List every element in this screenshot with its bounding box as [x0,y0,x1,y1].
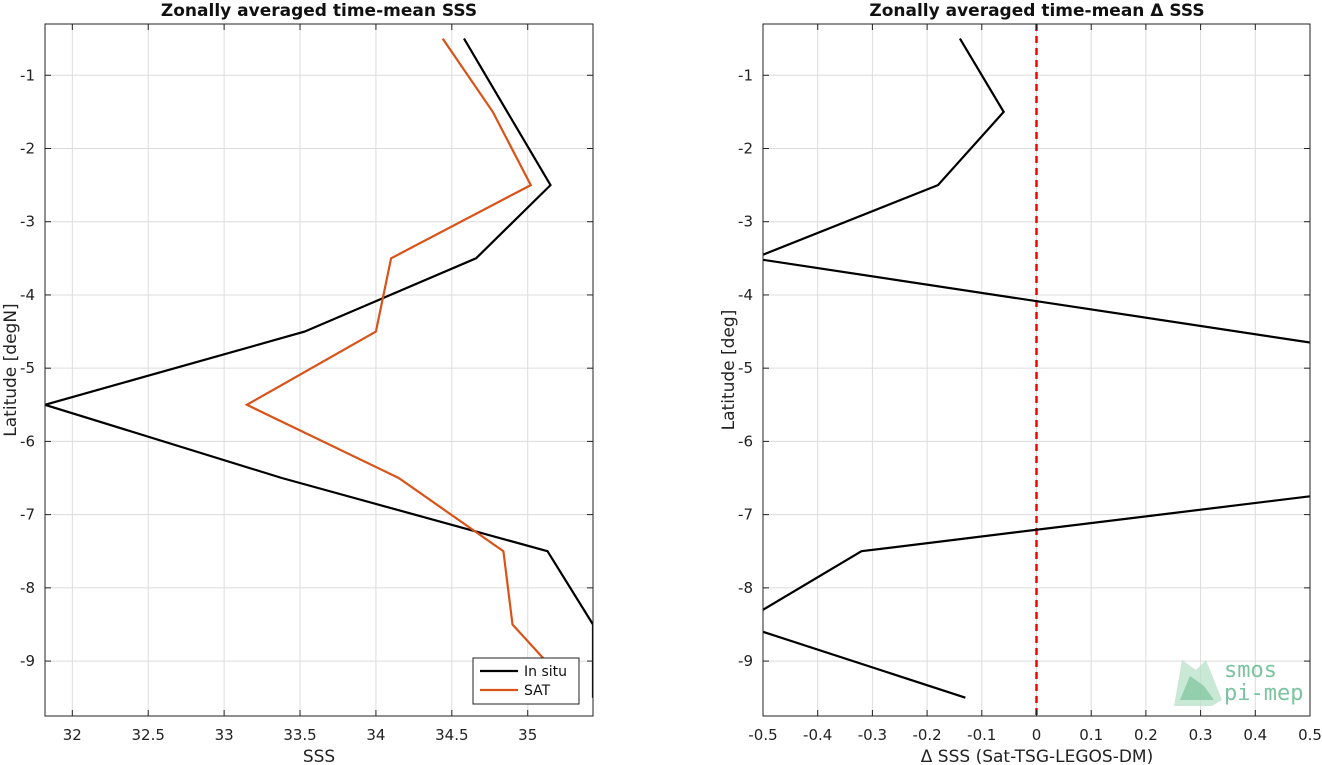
logo-mark-inner [1180,676,1214,700]
delta-sss-x-tick-label-0: 0 [1032,726,1042,744]
sss-x-axis-label: SSS [303,747,335,765]
delta-sss-x-tick-label-0-3: 0.3 [1189,726,1213,744]
delta-sss-chart-title: Zonally averaged time-mean Δ SSS [869,1,1204,21]
sss-x-tick-label-34: 34 [366,726,385,744]
delta-sss-panel: -0.5 -0.4 -0.3 -0.2 -0.1 0 0.1 0.2 0.3 0.4 0.5 -1 -2… [719,1,1322,765]
delta-sss-series-segment-4 [763,630,966,699]
delta-sss-y-tick-label-6: -6 [738,432,753,450]
sss-chart-title: Zonally averaged time-mean SSS [161,1,477,21]
delta-sss-series-segment-3 [763,495,1310,611]
delta-sss-x-tick-label-0-1: 0.1 [1079,726,1103,744]
sss-x-tick-label-33-5: 33.5 [283,726,316,744]
delta-sss-x-axis-label: Δ SSS (Sat-TSG-LEGOS-DM) [921,747,1153,765]
delta-sss-y-tick-label-8: -8 [738,579,753,597]
delta-sss-y-tick-label-4: -4 [738,286,753,304]
sss-ticks: 32 32.5 33 33.5 34 34.5 35 -1 -2 -3 -4 -5 -6 -7 -8 -9 [20,24,593,744]
legend-entry-in-situ: In situ [524,664,567,680]
delta-sss-x-tick-label-0-1: -0.1 [967,726,996,744]
sss-series [45,37,593,698]
sss-y-tick-label-6: -6 [20,432,35,450]
sss-x-tick-label-32: 32 [63,726,82,744]
delta-sss-x-tick-label-0-5: 0.5 [1298,726,1322,744]
sss-y-axis-label: Latitude [degN] [1,303,21,436]
delta-sss-series-segment-2 [763,258,1310,344]
delta-sss-y-tick-label-7: -7 [738,506,753,524]
delta-sss-series-segment-1 [763,38,1006,256]
sss-x-tick-label-33: 33 [215,726,234,744]
sss-y-tick-label-4: -4 [20,286,35,304]
sss-x-tick-label-34-5: 34.5 [435,726,468,744]
logo-text-bottom: pi-mep [1224,681,1303,706]
delta-sss-y-tick-label-2: -2 [738,139,753,157]
delta-sss-x-tick-label-0-2: -0.2 [912,726,941,744]
sss-x-tick-label-35: 35 [518,726,537,744]
smos-pi-mep-logo: smos pi-mep [1174,658,1303,706]
sss-grid [45,24,593,716]
legend-entry-sat: SAT [524,683,551,699]
delta-sss-y-tick-label-1: -1 [738,66,753,84]
sss-series-sat [244,37,547,662]
sss-y-tick-label-3: -3 [20,213,35,231]
legend-box [472,657,580,705]
sss-y-tick-label-9: -9 [20,652,35,670]
delta-sss-x-tick-label-0-2: 0.2 [1134,726,1158,744]
delta-sss-y-tick-label-9: -9 [738,652,753,670]
delta-sss-ticks: -0.5 -0.4 -0.3 -0.2 -0.1 0 0.1 0.2 0.3 0.4 0.5 -1 -2… [738,24,1322,744]
logo-text-top: smos [1224,658,1277,683]
delta-sss-y-axis-label: Latitude [deg] [719,310,739,431]
delta-sss-series [763,24,1310,716]
sss-panel: 32 32.5 33 33.5 34 34.5 35 -1 -2 -3 -4 -5 -6 -7 -8 -9 Z… [1,1,594,765]
delta-sss-x-tick-label-0-4: 0.4 [1243,726,1267,744]
sss-y-tick-label-8: -8 [20,579,35,597]
sss-y-tick-label-1: -1 [20,66,35,84]
delta-sss-x-tick-label-0-5: -0.5 [748,726,777,744]
sss-y-tick-label-2: -2 [20,139,35,157]
delta-sss-x-tick-label-0-3: -0.3 [858,726,887,744]
sss-x-tick-label-32-5: 32.5 [132,726,165,744]
sss-y-tick-label-7: -7 [20,506,35,524]
delta-sss-x-tick-label-0-4: -0.4 [803,726,832,744]
sss-y-tick-label-5: -5 [20,359,35,377]
sss-axes-frame [44,23,594,717]
delta-sss-y-tick-label-5: -5 [738,359,753,377]
sss-series-in-situ [45,38,593,698]
delta-sss-y-tick-label-3: -3 [738,213,753,231]
legend: In situ SAT [472,657,580,705]
